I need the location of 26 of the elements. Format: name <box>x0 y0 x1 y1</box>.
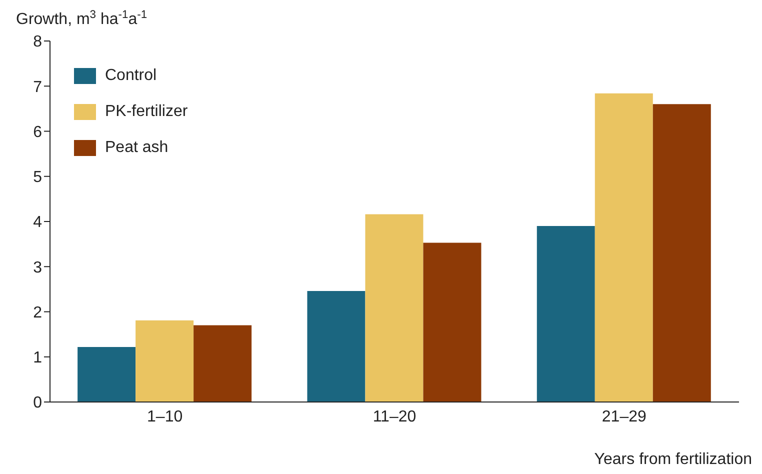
y-tick-label: 1 <box>33 350 42 367</box>
y-tick-label: 3 <box>33 259 42 276</box>
x-tick-label: 21–29 <box>602 408 647 426</box>
x-axis-title: Years from fertilization <box>594 451 752 468</box>
bar <box>365 214 424 402</box>
x-tick-label: 1–10 <box>147 408 183 426</box>
y-tick-label: 4 <box>33 214 42 232</box>
bar <box>307 290 366 402</box>
y-tick-label: 6 <box>33 124 42 141</box>
y-tick-label: 2 <box>33 304 42 322</box>
legend-label: PK-fertilizer <box>105 103 188 121</box>
y-tick-label: 8 <box>33 34 42 51</box>
bar <box>536 226 595 402</box>
bar <box>78 346 136 402</box>
bar <box>423 242 482 402</box>
y-axis-title: Growth, m$^{3}$ ha$^{-1}$a$^{-1}$ <box>16 9 148 28</box>
legend-label: Peat ash <box>105 139 168 157</box>
bar <box>194 325 252 402</box>
x-tick-label: 11–20 <box>372 408 416 426</box>
legend-label: Control <box>105 67 157 85</box>
y-tick-label: 5 <box>33 169 42 186</box>
y-tick-label: 0 <box>33 394 42 412</box>
bar <box>136 320 194 402</box>
bar <box>652 104 711 402</box>
y-tick-label: 7 <box>33 78 42 96</box>
bar <box>594 93 653 402</box>
